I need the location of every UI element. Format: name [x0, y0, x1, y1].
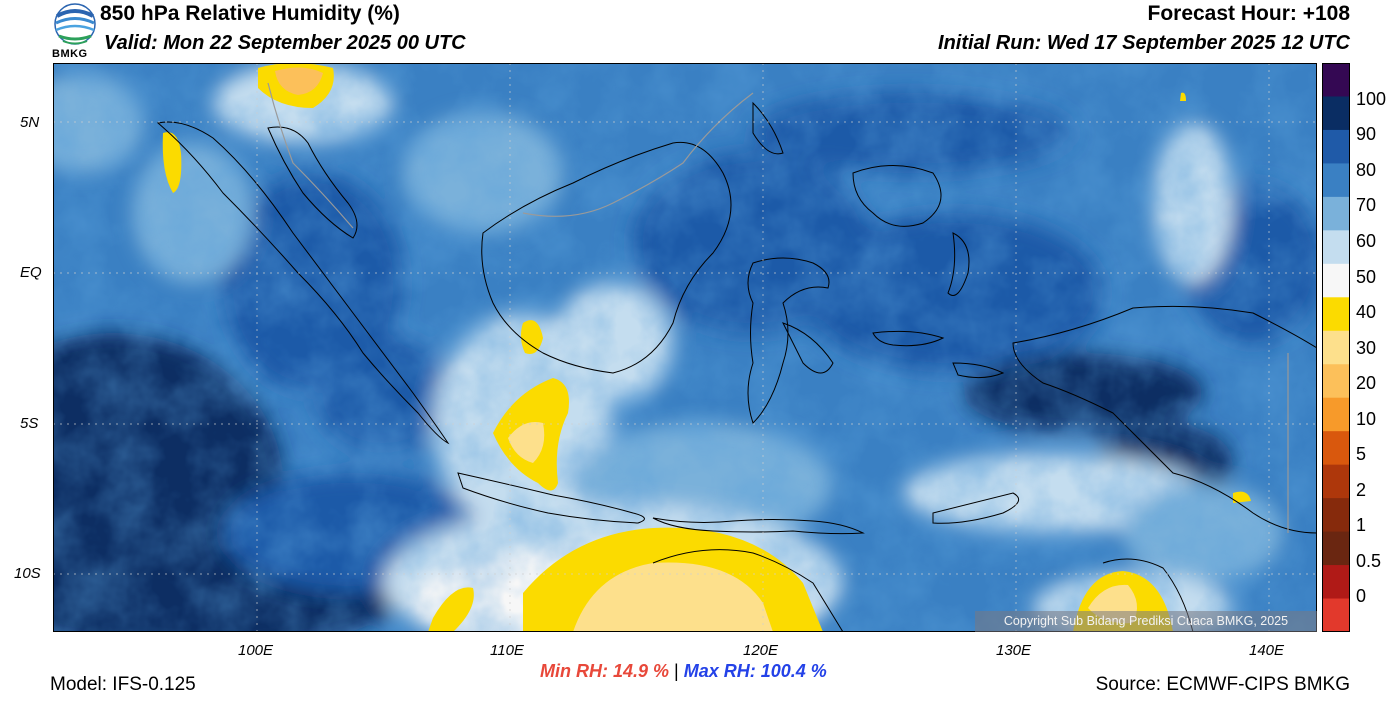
colorbar-swatch: [1322, 96, 1350, 131]
valid-time: Valid: Mon 22 September 2025 00 UTC: [104, 32, 466, 54]
colorbar-label-20: 20: [1356, 373, 1377, 393]
copyright-notice: Copyright Sub Bidang Prediksi Cuaca BMKG…: [975, 611, 1317, 632]
colorbar-swatch: [1322, 330, 1350, 365]
lat-label-eq: EQ: [20, 264, 42, 281]
colorbar-swatch: [1322, 397, 1350, 432]
chart-title: 850 hPa Relative Humidity (%): [100, 2, 400, 25]
source-info: Source: ECMWF-CIPS BMKG: [1095, 674, 1350, 695]
colorbar-swatch: [1322, 263, 1350, 298]
colorbar-swatch: [1322, 129, 1350, 164]
colorbar-swatch: [1322, 464, 1350, 499]
colorbar-label-60: 60: [1356, 231, 1377, 251]
colorbar-swatch: [1322, 598, 1350, 632]
humidity-map: [53, 63, 1317, 632]
lat-label-5n: 5N: [20, 114, 40, 131]
lat-label-10s: 10S: [14, 565, 41, 582]
colorbar-swatch: [1322, 230, 1350, 265]
bmkg-logo-icon: [52, 2, 98, 60]
colorbar-swatch: [1322, 297, 1350, 332]
max-rh: Max RH: 100.4 %: [683, 661, 827, 681]
lon-label-120e: 120E: [743, 642, 779, 659]
colorbar-label-5: 5: [1356, 444, 1367, 464]
lon-label-130e: 130E: [996, 642, 1032, 659]
colorbar-label-100: 100: [1356, 89, 1387, 109]
initial-run: Initial Run: Wed 17 September 2025 12 UT…: [938, 32, 1350, 54]
rh-stats: Min RH: 14.9 % | Max RH: 100.4 %: [540, 661, 827, 682]
colorbar-swatch: [1322, 565, 1350, 600]
colorbar-label-30: 30: [1356, 338, 1377, 358]
colorbar: [1322, 63, 1350, 632]
colorbar-label-10: 10: [1356, 409, 1377, 429]
colorbar-swatch: [1322, 196, 1350, 231]
colorbar-swatch: [1322, 163, 1350, 198]
colorbar-swatch: [1322, 498, 1350, 533]
colorbar-swatch: [1322, 531, 1350, 566]
colorbar-label-0: 0: [1356, 586, 1367, 606]
lon-label-110e: 110E: [490, 642, 524, 659]
colorbar-label-1: 1: [1356, 515, 1367, 535]
lon-label-100e: 100E: [238, 642, 274, 659]
colorbar-label-70: 70: [1356, 195, 1377, 215]
colorbar-label-0-5: 0.5: [1356, 551, 1382, 571]
colorbar-label-50: 50: [1356, 267, 1377, 287]
stats-separator: |: [674, 661, 679, 681]
logo-text: BMKG: [52, 48, 88, 60]
colorbar-frame: [1322, 63, 1350, 632]
colorbar-label-2: 2: [1356, 480, 1367, 500]
colorbar-swatch: [1322, 364, 1350, 399]
model-info: Model: IFS-0.125: [50, 674, 196, 695]
colorbar-label-40: 40: [1356, 302, 1377, 322]
colorbar-label-80: 80: [1356, 160, 1377, 180]
lat-label-5s: 5S: [20, 415, 39, 432]
colorbar-swatch: [1322, 431, 1350, 466]
colorbar-label-90: 90: [1356, 124, 1377, 144]
min-rh: Min RH: 14.9 %: [540, 661, 670, 681]
forecast-hour: Forecast Hour: +108: [1147, 2, 1351, 25]
colorbar-swatch: [1322, 63, 1350, 97]
lon-label-140e: 140E: [1249, 642, 1285, 659]
